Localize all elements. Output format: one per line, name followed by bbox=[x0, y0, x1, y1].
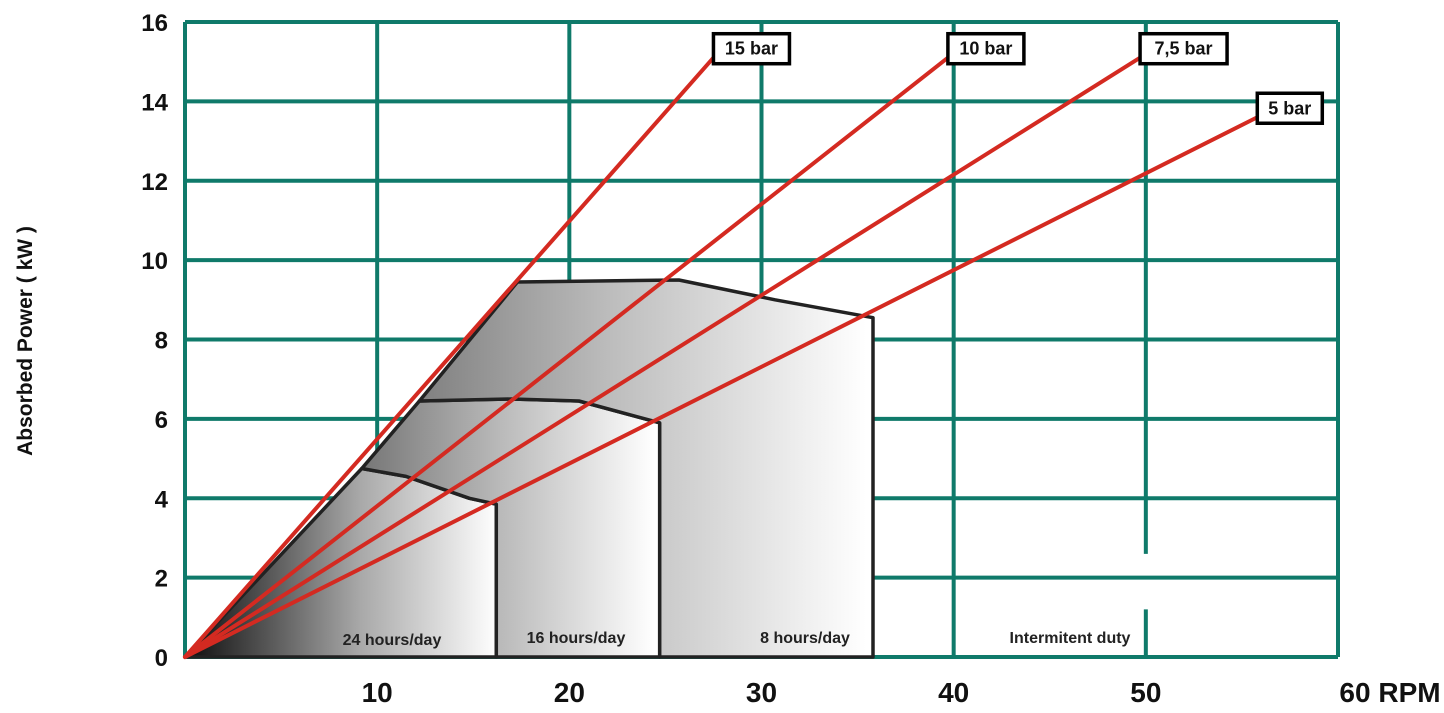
y-tick-label: 16 bbox=[141, 10, 168, 37]
pressure-line bbox=[183, 115, 1260, 659]
duty-regions bbox=[183, 278, 875, 659]
x-tick-label: 50 bbox=[1130, 677, 1161, 708]
y-tick-label: 6 bbox=[155, 407, 168, 434]
duty-region-label: Intermitent duty bbox=[1010, 630, 1131, 647]
axis-ticks: 0 2 4 6 8 10 12 14 16 10 20 30 40 50 60 RPM bbox=[141, 10, 1440, 708]
pressure-line-label: 7,5 bar bbox=[1155, 39, 1213, 59]
pressure-line-label-box bbox=[1138, 31, 1229, 66]
y-tick-label: 2 bbox=[155, 566, 168, 593]
pressure-lines bbox=[183, 55, 1260, 659]
x-tick-label: 20 bbox=[554, 677, 585, 708]
pressure-line-label: 5 bar bbox=[1268, 98, 1311, 118]
y-tick-label: 12 bbox=[141, 169, 168, 196]
pressure-line-label: 10 bar bbox=[959, 39, 1012, 59]
y-tick-label: 0 bbox=[155, 645, 168, 672]
pressure-line-label-box bbox=[711, 31, 792, 66]
duty-region-label: 16 hours/day bbox=[527, 630, 626, 647]
pressure-line bbox=[183, 55, 950, 659]
x-tick-label: 10 bbox=[362, 677, 393, 708]
duty-region-labels: 24 hours/day 16 hours/day 8 hours/day Inter… bbox=[343, 630, 1131, 649]
y-tick-label: 10 bbox=[141, 248, 168, 275]
duty-region-label: 8 hours/day bbox=[760, 630, 850, 647]
y-tick-label: 4 bbox=[155, 486, 169, 513]
pressure-line bbox=[183, 55, 1143, 659]
x-tick-label: 40 bbox=[938, 677, 969, 708]
pressure-line bbox=[183, 55, 716, 659]
y-tick-label: 8 bbox=[155, 328, 168, 355]
y-tick-label: 14 bbox=[141, 89, 168, 116]
pressure-line-label-box bbox=[946, 31, 1026, 66]
pressure-line-label-box bbox=[1255, 91, 1325, 125]
x-tick-label: 30 bbox=[746, 677, 777, 708]
pressure-line-label: 15 bar bbox=[725, 39, 778, 59]
pressure-line-labels: 15 bar 10 bar 7,5 bar 5 bar bbox=[711, 31, 1325, 125]
duty-region-label: 24 hours/day bbox=[343, 632, 442, 649]
y-axis-label: Absorbed Power ( kW ) bbox=[14, 226, 37, 456]
x-tick-label: 60 RPM bbox=[1339, 677, 1440, 708]
